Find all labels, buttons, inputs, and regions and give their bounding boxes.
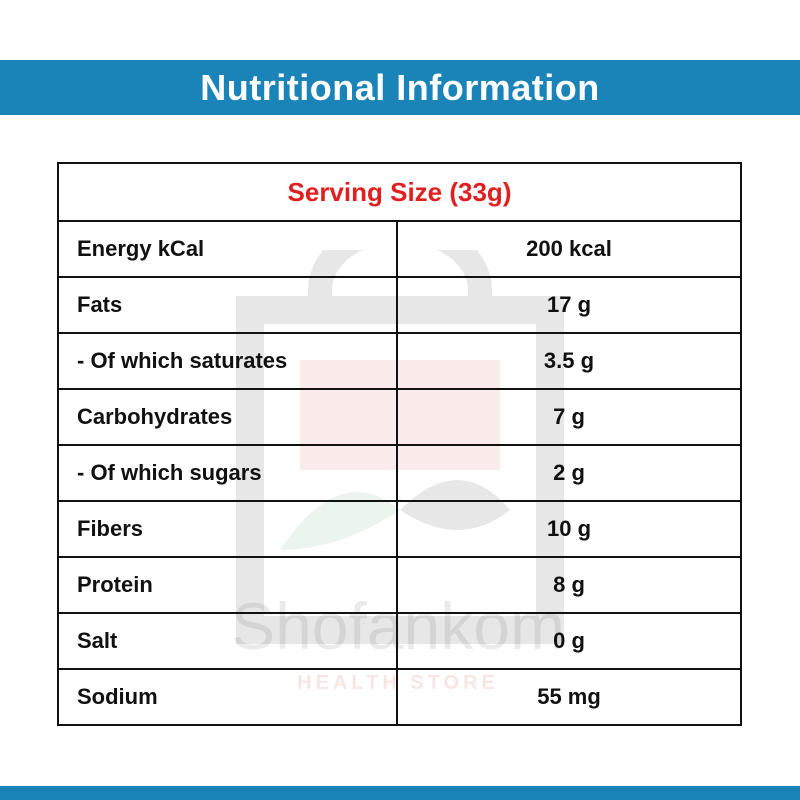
row-label: Carbohydrates (57, 388, 398, 446)
table-row: Fibers 10 g (57, 500, 742, 558)
table-row: Energy kCal 200 kcal (57, 220, 742, 278)
row-value: 7 g (396, 388, 742, 446)
table-row: Salt 0 g (57, 612, 742, 670)
row-label: - Of which saturates (57, 332, 398, 390)
table-row: Fats 17 g (57, 276, 742, 334)
footer-band (0, 786, 800, 800)
row-value: 0 g (396, 612, 742, 670)
serving-row: Serving Size (33g) (57, 162, 742, 222)
row-value: 17 g (396, 276, 742, 334)
nutrition-table: Serving Size (33g) Energy kCal 200 kcal … (57, 162, 742, 726)
row-value: 10 g (396, 500, 742, 558)
row-value: 2 g (396, 444, 742, 502)
row-value: 200 kcal (396, 220, 742, 278)
row-label: Energy kCal (57, 220, 398, 278)
table-row: Protein 8 g (57, 556, 742, 614)
header-band: Nutritional Information (0, 60, 800, 115)
table-row: Carbohydrates 7 g (57, 388, 742, 446)
row-label: Fats (57, 276, 398, 334)
row-label: - Of which sugars (57, 444, 398, 502)
row-label: Fibers (57, 500, 398, 558)
row-label: Sodium (57, 668, 398, 726)
row-label: Protein (57, 556, 398, 614)
row-value: 3.5 g (396, 332, 742, 390)
table-row: - Of which saturates 3.5 g (57, 332, 742, 390)
serving-size: Serving Size (33g) (57, 162, 742, 222)
table-row: - Of which sugars 2 g (57, 444, 742, 502)
row-label: Salt (57, 612, 398, 670)
row-value: 8 g (396, 556, 742, 614)
page-title: Nutritional Information (200, 66, 600, 108)
row-value: 55 mg (396, 668, 742, 726)
table-row: Sodium 55 mg (57, 668, 742, 726)
